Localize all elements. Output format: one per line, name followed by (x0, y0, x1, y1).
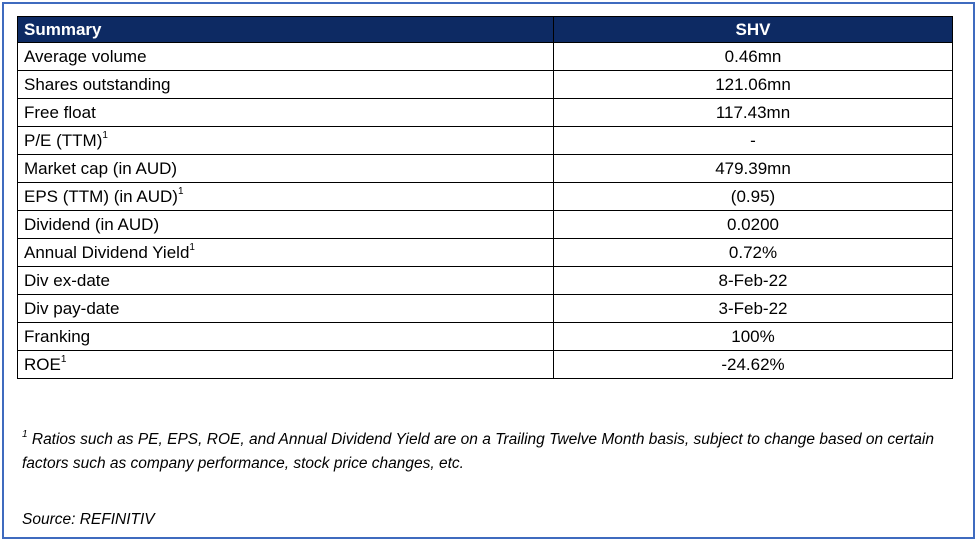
row-label: Dividend (in AUD) (17, 210, 554, 239)
footnote-text: Ratios such as PE, EPS, ROE, and Annual … (22, 431, 934, 472)
table-row: EPS (TTM) (in AUD)1 (0.95) (17, 182, 953, 211)
table-row: ROE1 -24.62% (17, 350, 953, 379)
row-value: 121.06mn (553, 70, 953, 99)
row-value: 3-Feb-22 (553, 294, 953, 323)
row-label: Franking (17, 322, 554, 351)
row-value: 0.0200 (553, 210, 953, 239)
row-label-text: EPS (TTM) (in AUD) (24, 186, 178, 206)
row-label-text: Free float (24, 102, 96, 122)
table-row: Annual Dividend Yield1 0.72% (17, 238, 953, 267)
table-row: P/E (TTM)1- (17, 126, 953, 155)
row-label: Div ex-date (17, 266, 554, 295)
table-row: Free float 117.43mn (17, 98, 953, 127)
table-row: Div pay-date 3-Feb-22 (17, 294, 953, 323)
row-label-text: ROE (24, 354, 61, 374)
header-ticker: SHV (553, 16, 953, 43)
row-label-text: Div ex-date (24, 270, 110, 290)
row-label: EPS (TTM) (in AUD)1 (17, 182, 554, 211)
row-value: 117.43mn (553, 98, 953, 127)
table-row: Shares outstanding 121.06mn (17, 70, 953, 99)
footnote-ref: 1 (177, 185, 184, 197)
row-label: P/E (TTM)1 (17, 126, 554, 155)
row-value: (0.95) (553, 182, 953, 211)
row-label: ROE1 (17, 350, 554, 379)
row-label-text: Average volume (24, 46, 147, 66)
table-row: Average volume 0.46mn (17, 42, 953, 71)
row-value: 479.39mn (553, 154, 953, 183)
footnote-ref: 1 (102, 129, 108, 141)
row-label-text: Market cap (in AUD) (24, 158, 178, 178)
row-label-text: Dividend (in AUD) (24, 214, 160, 234)
header-summary: Summary (17, 16, 554, 43)
row-value: -24.62% (553, 350, 953, 379)
table-row: Dividend (in AUD) 0.0200 (17, 210, 953, 239)
row-label: Average volume (17, 42, 554, 71)
row-label: Annual Dividend Yield1 (17, 238, 554, 267)
footnote-marker: 1 (22, 428, 28, 440)
row-value: 0.72% (553, 238, 953, 267)
table-row: Franking 100% (17, 322, 953, 351)
row-label: Market cap (in AUD) (17, 154, 554, 183)
row-label-text: Annual Dividend Yield (24, 242, 190, 262)
footnote: 1 Ratios such as PE, EPS, ROE, and Annua… (22, 428, 952, 476)
row-label: Shares outstanding (17, 70, 554, 99)
footnote-ref: 1 (189, 241, 195, 253)
row-value: 100% (553, 322, 953, 351)
row-value: - (553, 126, 953, 155)
source-note: Source: REFINITIV (22, 511, 155, 528)
row-value: 8-Feb-22 (553, 266, 953, 295)
row-label-text: Shares outstanding (24, 74, 171, 94)
row-label-text: Div pay-date (24, 298, 120, 318)
row-value: 0.46mn (553, 42, 953, 71)
row-label: Free float (17, 98, 554, 127)
table-header-row: Summary SHV (17, 16, 953, 43)
summary-table: Summary SHV Average volume 0.46mn Shares o… (17, 16, 953, 379)
table-row: Market cap (in AUD) 479.39mn (17, 154, 953, 183)
row-label-text: P/E (TTM) (24, 130, 103, 150)
table-row: Div ex-date 8-Feb-22 (17, 266, 953, 295)
row-label-text: Franking (24, 326, 91, 346)
row-label: Div pay-date (17, 294, 554, 323)
footnote-ref: 1 (60, 353, 67, 365)
